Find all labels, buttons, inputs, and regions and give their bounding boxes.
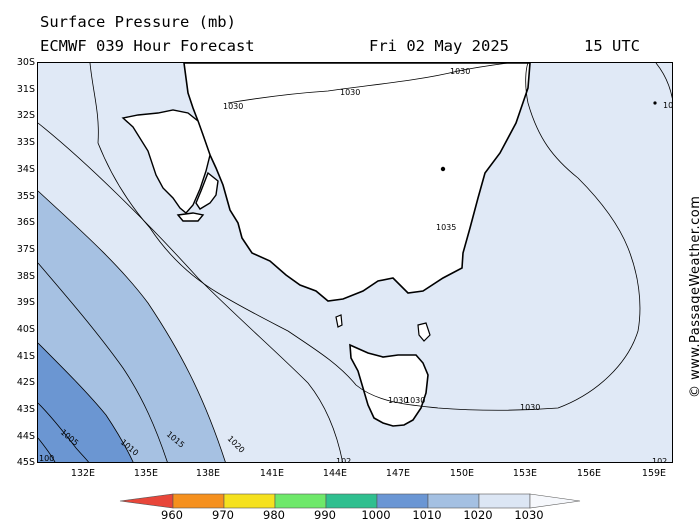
lat-label: 33S: [16, 137, 35, 148]
flinders-island: [417, 322, 431, 342]
isobar-label: 1030: [388, 396, 408, 405]
isobar-1030-north: [227, 63, 509, 104]
sea-1010-band: [38, 343, 134, 462]
lat-label: 41S: [16, 351, 35, 362]
isobar-label: 1030: [663, 101, 673, 110]
lon-label: 156E: [576, 468, 602, 479]
lat-label: 35S: [16, 191, 35, 202]
legend-label: 960: [161, 508, 183, 522]
legend-swatch: [478, 493, 531, 509]
lon-label: 138E: [195, 468, 221, 479]
map-canvas: 1030 1030 1030 1035 1030 1030 1030 1030 …: [38, 63, 673, 463]
isobar-1030-east: [655, 63, 672, 99]
isobar-label: 100: [39, 454, 54, 463]
lat-label: 31S: [16, 84, 35, 95]
forecast-subtitle: ECMWF 039 Hour Forecast: [40, 37, 255, 55]
legend-arrow-right: [529, 493, 581, 509]
island-dot: [440, 166, 446, 172]
lat-label: 43S: [16, 404, 35, 415]
lat-label: 44S: [16, 431, 35, 442]
legend-label: 980: [263, 508, 285, 522]
pressure-legend: [119, 493, 581, 509]
lon-label: 144E: [322, 468, 348, 479]
map-title: Surface Pressure (mb): [40, 13, 236, 31]
isobars: [38, 63, 672, 462]
isobar-1025: [38, 122, 343, 462]
isobar-label: 1035: [436, 223, 456, 232]
watermark-text: © www.PassageWeather.com: [688, 195, 700, 398]
isobar-label: 102: [336, 457, 351, 463]
lon-label: 159E: [641, 468, 667, 479]
legend-swatch: [325, 493, 378, 509]
kangaroo-island: [176, 212, 205, 222]
legend-swatch: [427, 493, 480, 509]
isobar-1000: [38, 437, 56, 462]
forecast-date: Fri 02 May 2025: [369, 37, 509, 55]
isobar-1020: [38, 190, 226, 462]
isobar-1030-west: [89, 63, 641, 411]
lon-label: 150E: [449, 468, 475, 479]
lat-label: 36S: [16, 217, 35, 228]
island-dot: [653, 101, 657, 105]
landmass-eyre: [121, 109, 211, 214]
pressure-map: 1030 1030 1030 1035 1030 1030 1030 1030 …: [37, 62, 673, 463]
isobar-1005: [38, 402, 89, 462]
sea-1030-inner: [230, 443, 338, 462]
king-island: [335, 314, 343, 328]
legend-swatch: [172, 493, 225, 509]
lat-label: 38S: [16, 271, 35, 282]
legend-label: 1030: [514, 508, 544, 522]
isobar-1015: [38, 262, 168, 462]
isobar-label: 1030: [520, 403, 540, 412]
lat-label: 34S: [16, 164, 35, 175]
legend-swatch: [223, 493, 276, 509]
legend-label: 1020: [463, 508, 493, 522]
lat-label: 39S: [16, 297, 35, 308]
lon-label: 147E: [385, 468, 411, 479]
landmass-yorke: [195, 171, 219, 210]
legend-swatch: [376, 493, 429, 509]
lat-label: 40S: [16, 324, 35, 335]
legend-label: 970: [212, 508, 234, 522]
lat-label: 37S: [16, 244, 35, 255]
lon-label: 132E: [70, 468, 96, 479]
isobar-label: 1030: [450, 67, 470, 76]
lat-label: 45S: [16, 457, 35, 468]
legend-label: 990: [314, 508, 336, 522]
isobar-label: 1030: [405, 396, 425, 405]
lat-label: 42S: [16, 377, 35, 388]
lon-label: 153E: [512, 468, 538, 479]
isobar-1010: [38, 342, 134, 462]
lat-label: 32S: [16, 110, 35, 121]
tasmania: [349, 343, 429, 427]
legend-swatch: [274, 493, 327, 509]
lon-label: 141E: [259, 468, 285, 479]
isobar-label: 1030: [340, 88, 360, 97]
lat-label: 30S: [16, 57, 35, 68]
isobar-label: 102: [652, 457, 667, 463]
isobar-label: 1030: [223, 102, 243, 111]
lon-label: 135E: [133, 468, 159, 479]
legend-arrow-left: [119, 493, 174, 509]
legend-label: 1000: [361, 508, 391, 522]
legend-label: 1010: [412, 508, 442, 522]
forecast-time: 15 UTC: [584, 37, 640, 55]
